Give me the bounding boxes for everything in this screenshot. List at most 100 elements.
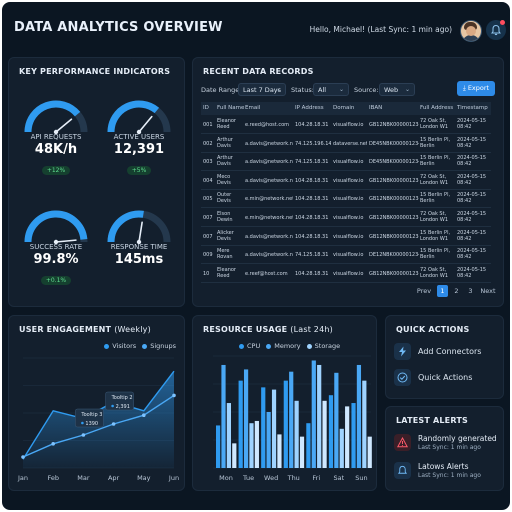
table-cell: 72 Oak St, London W1: [420, 118, 449, 130]
prev-button[interactable]: Prev: [416, 287, 432, 295]
page-button[interactable]: 2: [454, 287, 459, 295]
chevron-down-icon: ⌄: [338, 86, 344, 93]
bar-memory[interactable]: [266, 412, 271, 468]
column-header[interactable]: Timestamp: [457, 105, 488, 111]
table-cell: Arthur Davis: [217, 155, 233, 168]
page-button[interactable]: 3: [468, 287, 473, 295]
quick-actions-title: QUICK ACTIONS: [396, 325, 470, 334]
notifications-button[interactable]: [486, 20, 506, 40]
bar-storage[interactable]: [362, 380, 367, 468]
chart-tooltip[interactable]: Tooltip 3 1390: [75, 408, 104, 428]
date-range-select[interactable]: Last 7 Days ⌄: [238, 83, 286, 96]
table-cell: 104.28.18.31: [295, 270, 329, 277]
column-header[interactable]: Domain: [333, 105, 355, 111]
alert-item[interactable]: Randomly generated Last Sync: 1 min ago: [394, 433, 504, 455]
kpi-card-success-rate[interactable]: SUCCESS RATE 99.8% +0.1%: [16, 206, 96, 286]
user-greeting: Hello, Michael! (Last Sync: 1 min ago): [309, 25, 452, 34]
table-cell: 15 Berlin Pl, Berlin: [420, 192, 451, 205]
table-cell: 007: [203, 215, 213, 221]
bar-memory[interactable]: [289, 371, 294, 468]
kpi-value: 12,391: [113, 142, 165, 157]
bar-cpu[interactable]: [238, 380, 243, 468]
table-cell: a.davis@network.net: [245, 252, 293, 259]
table-row[interactable]: 10 Eleanor Reed e.reef@host.com 104.28.18.3…: [201, 265, 491, 283]
kpi-card-response-time[interactable]: RESPONSE TIME 145ms: [99, 206, 179, 267]
bar-storage[interactable]: [271, 389, 277, 468]
bar-storage[interactable]: [339, 428, 344, 468]
legend-label: Visitors: [112, 342, 137, 350]
alert-item[interactable]: Latows Alerts Last Sync: 1 min ago: [394, 461, 504, 483]
table-row[interactable]: 001 Eleanor Reed e.reed@host.com 104.28.18.…: [201, 116, 491, 134]
bar-memory[interactable]: [243, 369, 249, 468]
column-header[interactable]: IBAN: [369, 105, 383, 111]
table-row[interactable]: 003 Arthur Davis a.davis@network.net 74.125…: [201, 153, 491, 172]
column-header[interactable]: IP Address: [295, 105, 324, 111]
table-cell: e.reed@host.com: [245, 122, 289, 128]
gauge-fill: [24, 210, 88, 243]
bar-accent[interactable]: [345, 406, 350, 468]
kpi-value: 145ms: [114, 252, 164, 267]
bar-accent[interactable]: [322, 400, 327, 468]
bar-cpu[interactable]: [283, 380, 288, 468]
bar-cpu[interactable]: [306, 423, 311, 468]
column-header[interactable]: ID: [203, 105, 209, 111]
legend-swatch: [142, 343, 148, 349]
export-button[interactable]: ⤓ Export: [457, 81, 495, 96]
table-row[interactable]: 004 Meco Devis a.davis@network.net 104.28.1…: [201, 172, 491, 190]
bar-accent[interactable]: [232, 443, 237, 468]
quick-actions-button[interactable]: Quick Actions: [394, 368, 494, 388]
bar-storage[interactable]: [294, 400, 299, 468]
bar-memory[interactable]: [311, 360, 316, 468]
engagement-panel-title: USER ENGAGEMENT (Weekly): [19, 325, 151, 334]
bar-cpu[interactable]: [351, 403, 356, 468]
bar-cpu[interactable]: [328, 395, 334, 468]
signups-point: [111, 422, 116, 426]
kpi-label: ACTIVE USERS: [113, 133, 165, 141]
legend-swatch: [104, 343, 110, 349]
check-circle-icon: [397, 372, 408, 383]
x-tick-label: Wed: [264, 474, 278, 482]
source-select[interactable]: Web ⌄: [379, 83, 415, 96]
gauge-icon: [107, 100, 171, 135]
gauge-fill: [107, 100, 160, 133]
x-tick-label: Feb: [47, 474, 59, 482]
kpi-panel: KEY PERFORMANCE INDICATORS API REQUESTS …: [8, 57, 185, 307]
bar-accent[interactable]: [277, 434, 282, 468]
column-header[interactable]: Full Name: [217, 105, 245, 111]
kpi-card-active-users[interactable]: ACTIVE USERS 12,391 +5%: [99, 96, 179, 176]
next-button[interactable]: Next: [480, 287, 496, 295]
bar-storage[interactable]: [226, 403, 231, 468]
tooltip-value: 2,391: [116, 404, 130, 410]
table-row[interactable]: 009 Mere Rovan a.davis@network.net 74.125.1…: [201, 246, 491, 265]
table-row[interactable]: 002 Arthur Davis a.davis@network.net 74.125…: [201, 135, 491, 153]
chart-tooltip[interactable]: Tooltip 2 2,391: [105, 391, 134, 411]
bar-accent[interactable]: [254, 420, 259, 468]
gauge-needle: [55, 118, 73, 133]
legend-swatch: [266, 343, 272, 349]
gauge-needle: [138, 221, 143, 243]
table-cell: 2024-05-15 08:42: [457, 136, 487, 149]
bar-storage[interactable]: [317, 364, 322, 468]
legend-label: CPU: [247, 342, 261, 350]
bar-cpu[interactable]: [261, 387, 266, 468]
date-range-label: Date Range:: [201, 86, 242, 94]
bar-accent[interactable]: [299, 436, 305, 468]
page-button[interactable]: 1: [437, 285, 448, 297]
column-header[interactable]: Email: [245, 105, 261, 111]
bar-memory[interactable]: [221, 364, 226, 468]
kpi-card-api-requests[interactable]: API REQUESTS 48K/h +12%: [16, 96, 96, 176]
table-row[interactable]: 005 Outer Devis e.min@network.net 104.28.18…: [201, 190, 491, 209]
bar-cpu[interactable]: [216, 425, 221, 468]
table-row[interactable]: 007 Alicker Devis a.davis@network.net 104.2…: [201, 228, 491, 246]
bar-accent[interactable]: [367, 436, 372, 468]
add-connectors-button[interactable]: Add Connectors: [394, 342, 494, 362]
column-header[interactable]: Full Address: [420, 105, 454, 111]
table-row[interactable]: 007 Elson Dewin e.min@network.net 104.28.18…: [201, 209, 491, 227]
table-cell: 003: [203, 159, 213, 166]
bar-storage[interactable]: [249, 423, 254, 468]
status-select[interactable]: All ⌄: [313, 83, 349, 96]
bar-memory[interactable]: [334, 372, 339, 468]
avatar[interactable]: [460, 20, 482, 42]
bar-memory[interactable]: [356, 364, 362, 468]
alert-subtitle: Last Sync: 1 min ago: [418, 444, 481, 451]
